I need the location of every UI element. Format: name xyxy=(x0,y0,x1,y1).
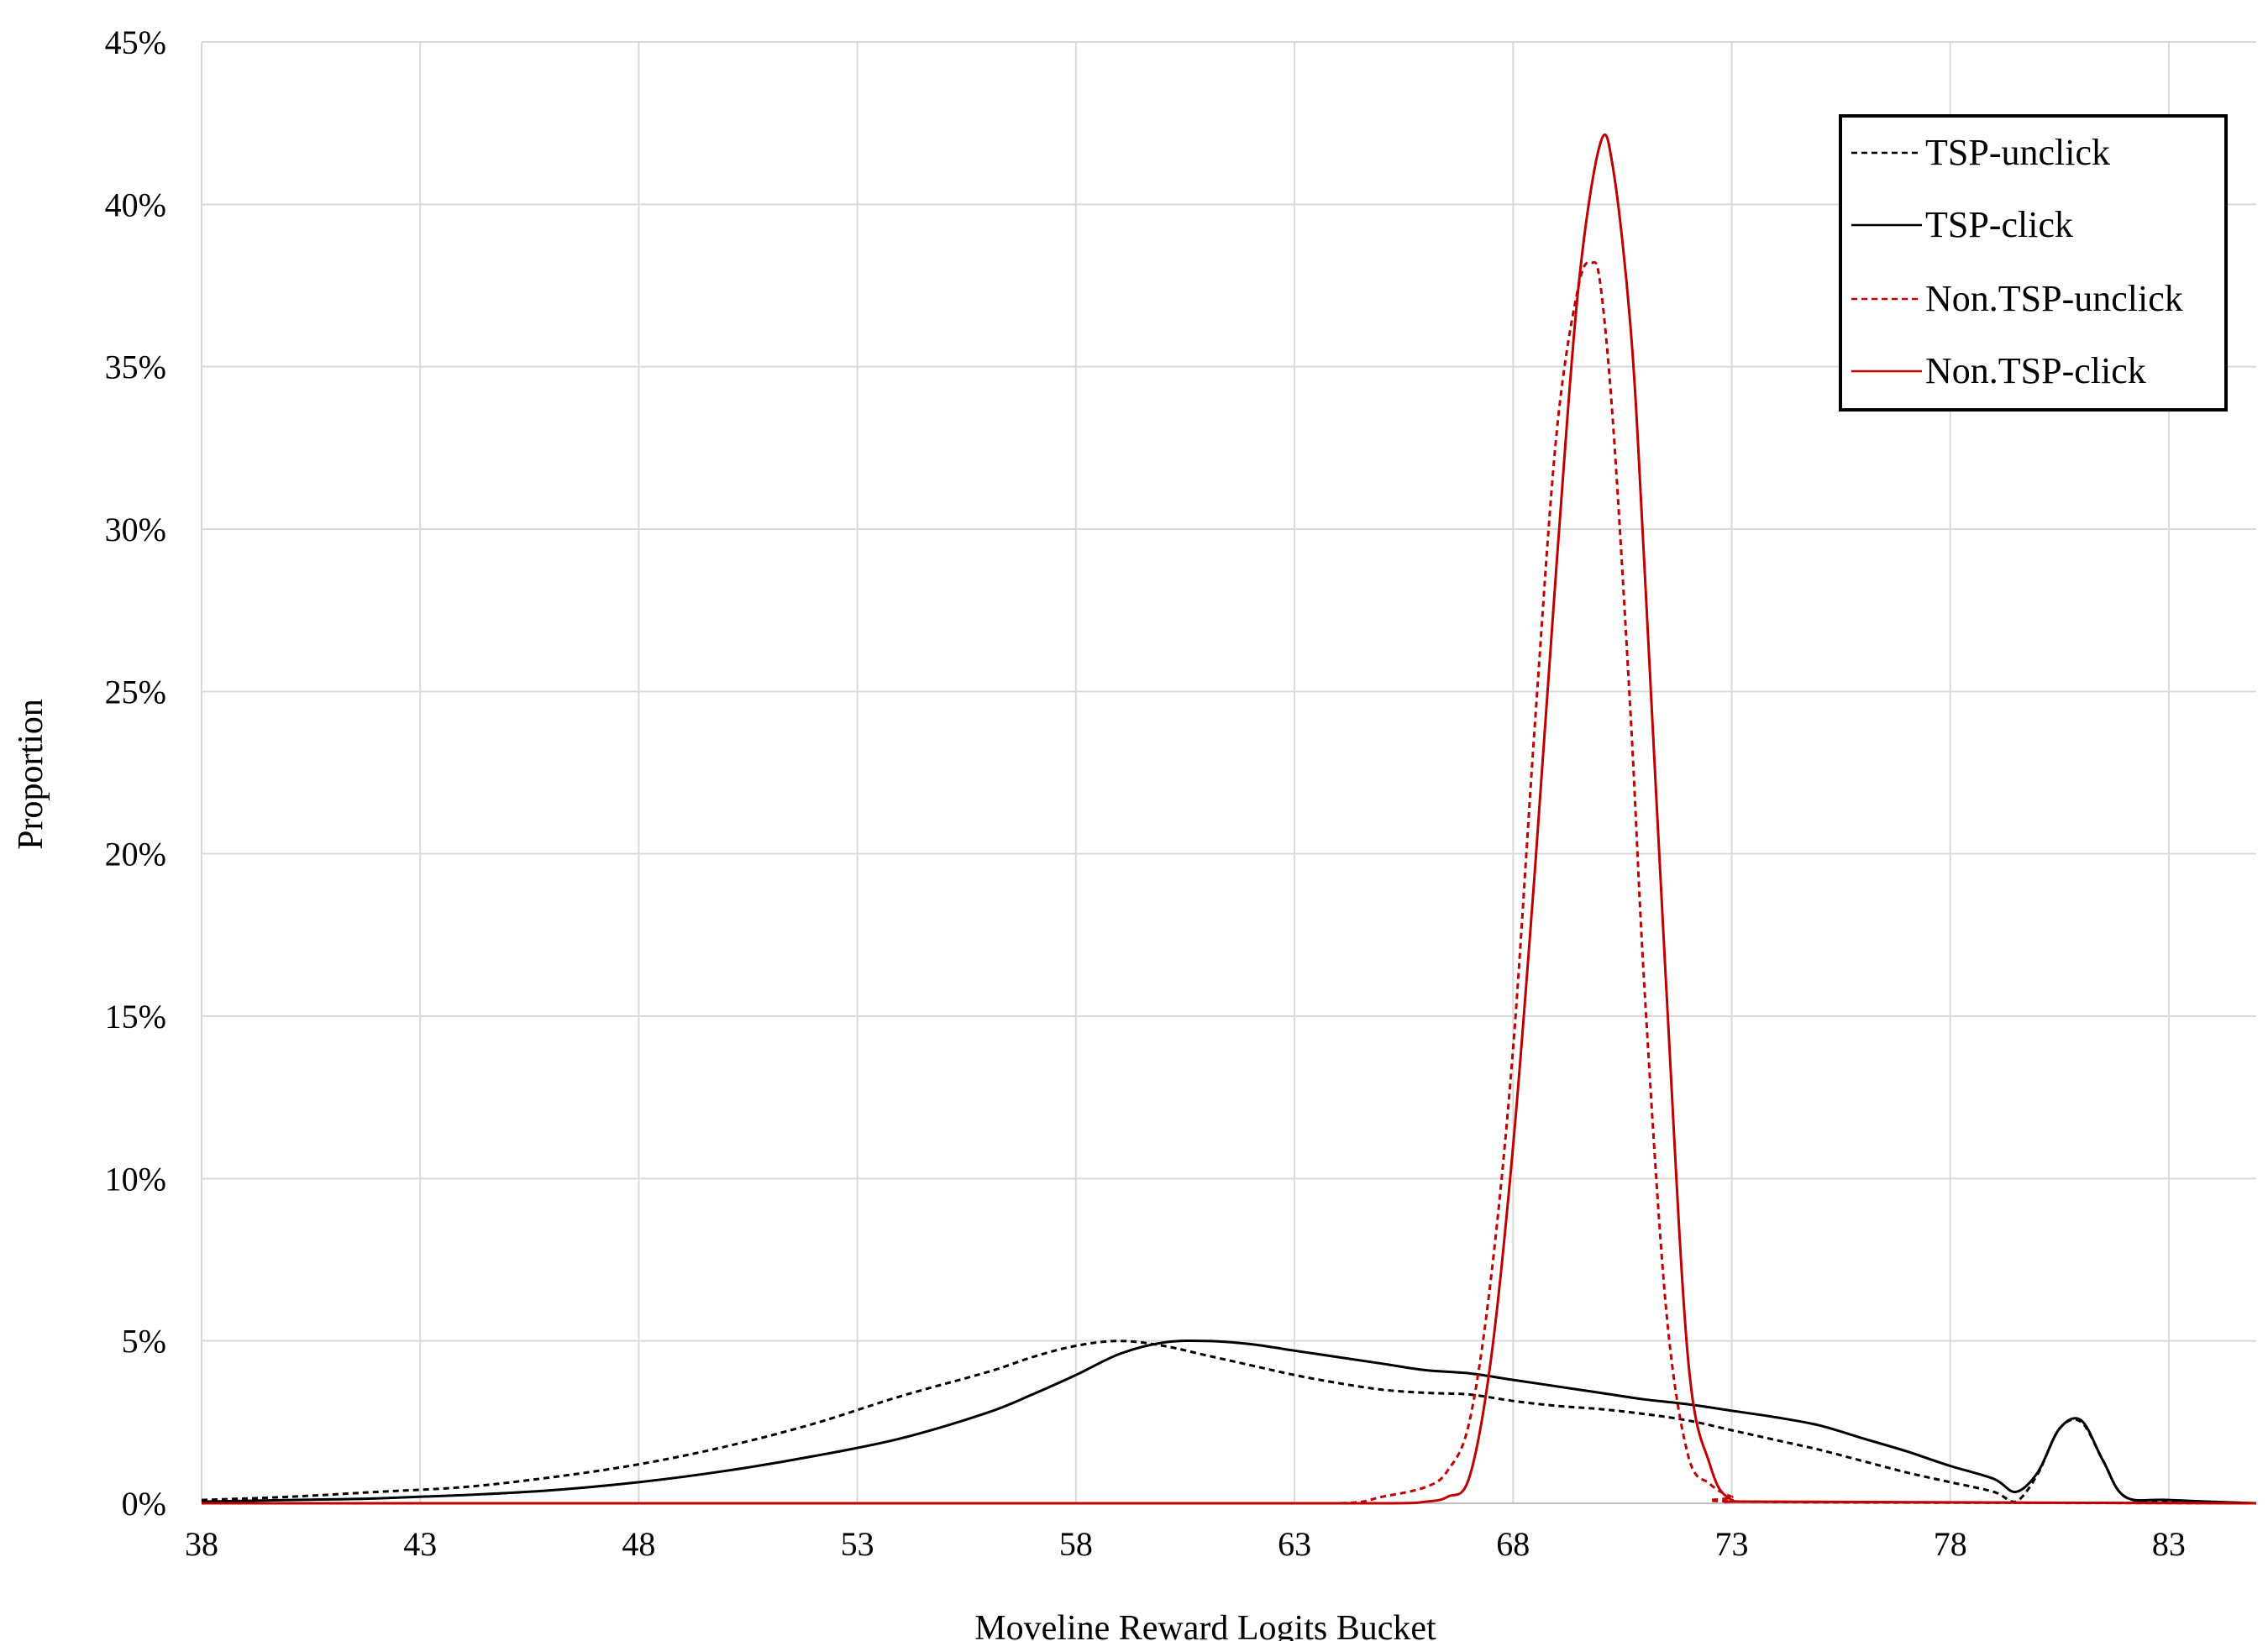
legend-label: Non.TSP-unclick xyxy=(1925,278,2183,319)
y-tick-label: 15% xyxy=(105,998,166,1035)
x-tick-label: 78 xyxy=(1934,1525,1967,1563)
legend: TSP-unclick TSP-click Non.TSP-unclick No… xyxy=(1839,114,2228,412)
y-tick-label: 10% xyxy=(105,1160,166,1198)
y-tick-label: 5% xyxy=(122,1323,166,1361)
x-axis-title: Moveline Reward Logits Bucket xyxy=(974,1609,1436,1641)
x-tick-label: 63 xyxy=(1278,1525,1311,1563)
y-tick-label: 45% xyxy=(105,24,166,61)
series-line-tsp-unclick xyxy=(201,1340,2257,1505)
x-tick-label: 48 xyxy=(622,1525,655,1563)
legend-label: Non.TSP-click xyxy=(1925,350,2146,391)
x-tick-label: 68 xyxy=(1496,1525,1530,1563)
x-tick-label: 83 xyxy=(2152,1525,2186,1563)
legend-item-non-tsp-unclick: Non.TSP-unclick xyxy=(1851,278,2183,319)
x-tick-label: 53 xyxy=(841,1525,874,1563)
series-line-tsp-click xyxy=(201,1339,2257,1505)
y-tick-label: 25% xyxy=(105,673,166,710)
legend-item-tsp-unclick: TSP-unclick xyxy=(1851,132,2110,173)
series-line-non-tsp-unclick xyxy=(202,260,2257,1505)
series-lines xyxy=(201,133,2257,1505)
x-tick-label: 43 xyxy=(403,1525,437,1563)
y-tick-label: 40% xyxy=(105,186,166,223)
x-tick-label: 38 xyxy=(185,1525,218,1563)
legend-item-non-tsp-click: Non.TSP-click xyxy=(1851,350,2146,391)
legend-box xyxy=(1839,114,2228,412)
legend-item-tsp-click: TSP-click xyxy=(1851,204,2073,245)
tick-labels: 0% 5% 10% 15% 20% 25% 30% 35% 40% 45% 38 43 48 53 58 63… xyxy=(105,24,2186,1563)
y-tick-label: 35% xyxy=(105,349,166,386)
y-tick-label: 0% xyxy=(122,1485,166,1523)
x-tick-label: 73 xyxy=(1714,1525,1748,1563)
y-axis-title: Proportion xyxy=(12,699,50,850)
y-tick-label: 30% xyxy=(105,511,166,548)
x-tick-label: 58 xyxy=(1059,1525,1093,1563)
series-line-non-tsp-click xyxy=(202,133,2257,1505)
y-tick-label: 20% xyxy=(105,836,166,873)
legend-label: TSP-unclick xyxy=(1925,132,2110,173)
legend-label: TSP-click xyxy=(1925,204,2073,245)
grid xyxy=(202,41,2256,1503)
